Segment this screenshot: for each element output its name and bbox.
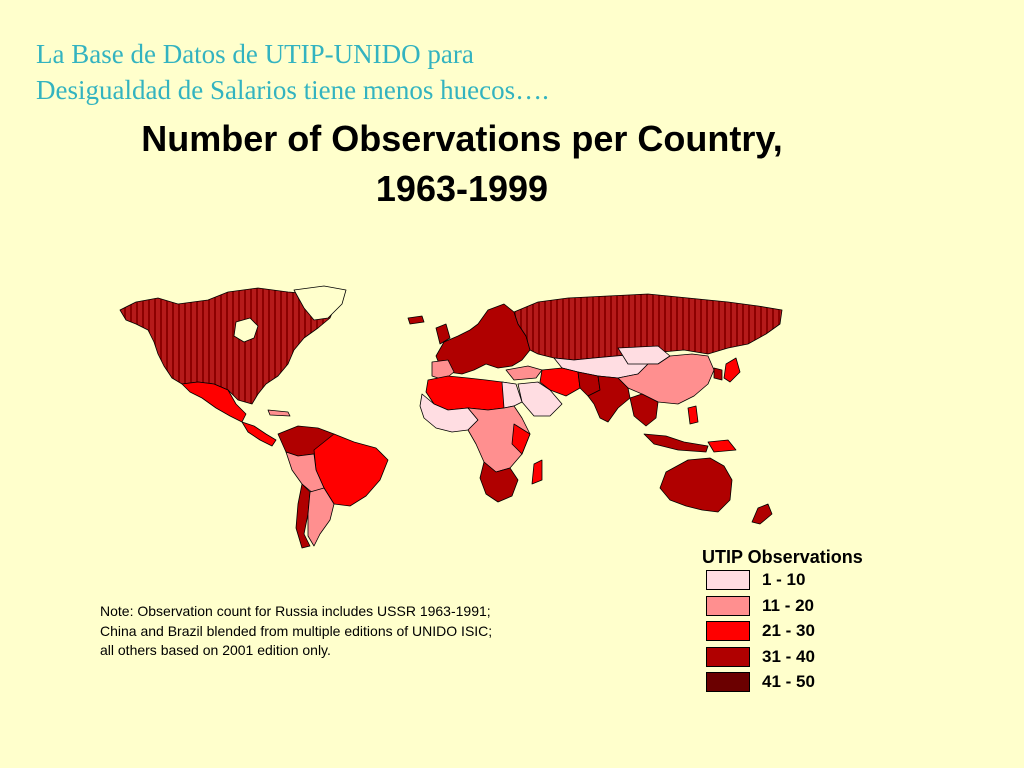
legend-swatch bbox=[706, 570, 750, 590]
legend-item: 31 - 40 bbox=[702, 646, 922, 672]
region-argentina bbox=[307, 487, 335, 547]
region-canada-usa bbox=[119, 287, 337, 405]
legend-label: 11 - 20 bbox=[762, 595, 814, 615]
region-australia bbox=[659, 457, 733, 513]
region-central-africa bbox=[467, 405, 531, 473]
region-iceland bbox=[407, 315, 425, 325]
map-legend: UTIP Observations 1 - 10 11 - 20 21 - 30… bbox=[702, 545, 922, 697]
map-note: Note: Observation count for Russia inclu… bbox=[100, 603, 493, 658]
legend-label: 31 - 40 bbox=[762, 646, 815, 666]
legend-item: 11 - 20 bbox=[702, 595, 922, 621]
region-iran bbox=[539, 367, 581, 397]
region-india bbox=[587, 375, 631, 423]
legend-swatch bbox=[706, 595, 750, 616]
region-southern-africa bbox=[479, 461, 519, 503]
legend-swatch bbox=[706, 621, 750, 641]
region-egypt bbox=[501, 381, 523, 409]
region-korea bbox=[713, 367, 723, 381]
map-title-line-1: Number of Observations per Country, bbox=[141, 118, 783, 159]
slide-title-line-1: La Base de Datos de UTIP-UNIDO para bbox=[36, 39, 474, 69]
legend-item: 41 - 50 bbox=[702, 671, 922, 697]
legend-label: 21 - 30 bbox=[762, 621, 815, 640]
slide-title-line-2: Desigualdad de Salarios tiene menos huec… bbox=[36, 75, 549, 105]
legend-item: 1 - 10 bbox=[702, 569, 922, 595]
region-indonesia bbox=[643, 433, 709, 453]
legend-swatch bbox=[706, 672, 750, 692]
legend-label: 1 - 10 bbox=[762, 570, 806, 589]
region-east-africa bbox=[511, 423, 531, 455]
region-greenland bbox=[293, 285, 347, 321]
legend-item: 21 - 30 bbox=[702, 620, 922, 646]
region-caribbean bbox=[267, 409, 291, 417]
map-title-line-2: 1963-1999 bbox=[375, 168, 549, 209]
slide-title: La Base de Datos de UTIP-UNIDO para Desi… bbox=[36, 36, 736, 108]
region-philippines bbox=[687, 405, 699, 425]
region-mexico bbox=[181, 381, 247, 423]
region-madagascar bbox=[531, 459, 543, 485]
region-britain bbox=[435, 323, 451, 345]
region-russia bbox=[513, 293, 783, 361]
hudson-bay bbox=[233, 317, 259, 343]
world-map bbox=[118, 284, 786, 552]
region-arabia bbox=[517, 381, 563, 417]
region-se-asia bbox=[629, 393, 659, 427]
region-central-america bbox=[241, 421, 277, 447]
region-new-zealand bbox=[751, 503, 773, 525]
region-japan bbox=[723, 357, 741, 383]
map-title: Number of Observations per Country, 1963… bbox=[60, 114, 864, 214]
legend-label: 41 - 50 bbox=[762, 672, 815, 691]
legend-swatch bbox=[706, 646, 750, 667]
region-turkey bbox=[505, 365, 543, 381]
legend-title: UTIP Observations bbox=[702, 547, 863, 567]
region-new-guinea bbox=[707, 439, 737, 453]
